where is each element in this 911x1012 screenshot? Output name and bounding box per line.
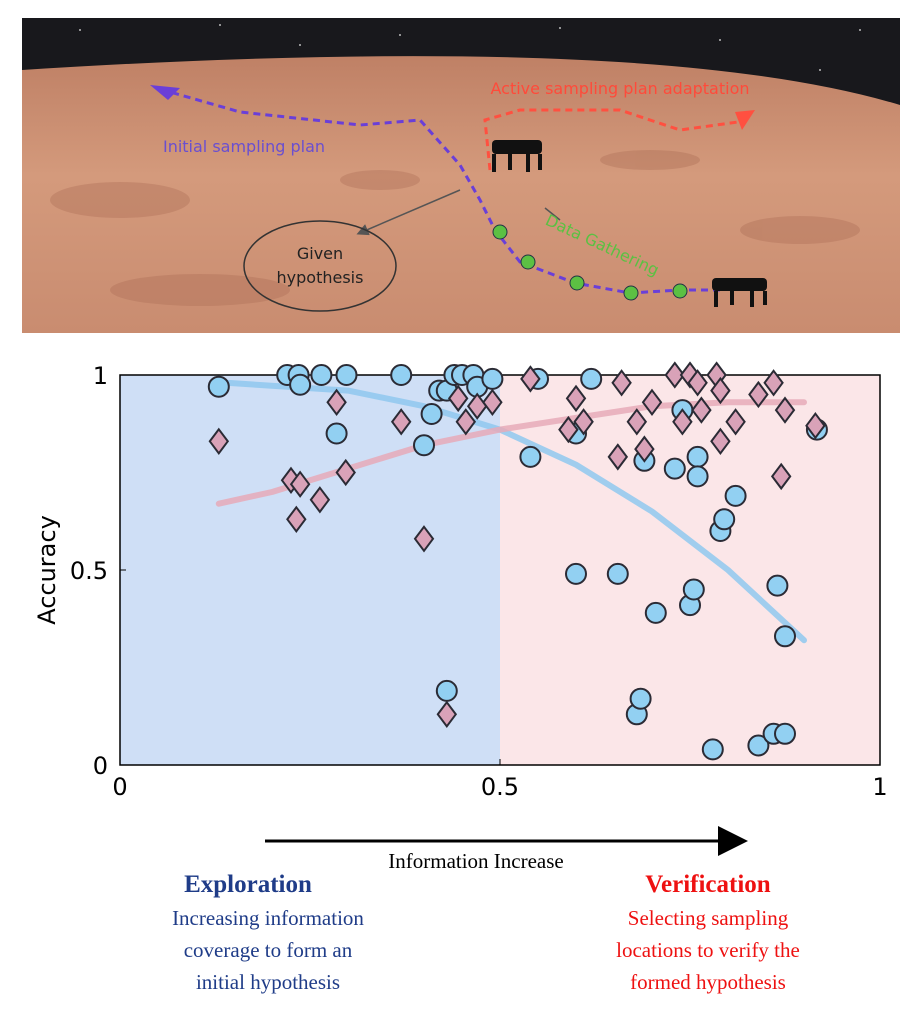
diamond-point [725, 408, 746, 436]
verification-text: Selecting sampling [628, 906, 789, 930]
craters [50, 150, 860, 306]
diamond-point [710, 376, 731, 405]
diamond-point [573, 408, 594, 436]
diamond-point [455, 408, 477, 436]
diamond-point [326, 388, 347, 416]
circle-point [774, 625, 796, 648]
circle-point [207, 375, 230, 398]
illustration-label: Given [297, 244, 343, 263]
diamond-point [482, 388, 503, 416]
circle-point [289, 373, 312, 396]
hypothesis-ellipse [243, 220, 397, 312]
sky [22, 18, 900, 105]
verification-title: Verification [645, 871, 771, 898]
circle-point [774, 722, 796, 745]
pointer [544, 207, 561, 221]
diamond-point [447, 384, 469, 413]
x-tick-label: 0.5 [481, 773, 519, 801]
diamond-point [691, 396, 712, 424]
circle-point [724, 484, 747, 507]
y-tick-label: 0 [93, 752, 108, 780]
y-tick-label: 1 [93, 362, 108, 390]
diamond-point [611, 369, 632, 397]
diamond-point [565, 384, 587, 413]
stars [79, 24, 861, 71]
illustration-label: Initial sampling plan [163, 137, 325, 156]
chart: 0 0.5 1 0 0.5 1 Accuracy [33, 361, 888, 801]
x-tick-label: 1 [872, 773, 887, 801]
circle-point [766, 574, 789, 597]
diamond-point [208, 427, 230, 455]
circle-point [413, 434, 435, 457]
y-tick-label: 0.5 [70, 557, 108, 585]
diamond-point [763, 369, 784, 397]
circle-point [686, 465, 709, 488]
exploration-text: initial hypothesis [196, 970, 340, 994]
y-axis-label: Accuracy [33, 515, 61, 625]
circle-point [565, 562, 587, 585]
diamond-point [710, 427, 731, 455]
exploration-text: Increasing information [172, 906, 364, 930]
diamond-point [607, 443, 629, 471]
pointer [356, 189, 461, 236]
robot [712, 278, 767, 307]
initial-path [169, 90, 720, 295]
diamond-point [413, 525, 435, 553]
sample-points [492, 224, 688, 301]
circle-point [747, 734, 770, 757]
diamond-point [634, 435, 655, 463]
illustration: Active sampling plan adaptation Initial … [22, 18, 900, 333]
illustration-label: Active sampling plan adaptation [490, 79, 749, 98]
diamond-point [774, 396, 796, 424]
adaptation-path [483, 108, 739, 171]
trend-line [223, 379, 807, 644]
diamond-point [672, 408, 693, 436]
circle-point [629, 687, 652, 710]
circle-point [644, 601, 667, 624]
circle-point [435, 679, 458, 702]
circle-point [701, 738, 724, 761]
diamond-point [436, 700, 458, 728]
x-tick-label: 0 [112, 773, 127, 801]
exploration-title: Exploration [184, 871, 312, 898]
exploration-text: coverage to form an [184, 938, 353, 962]
circle-point [390, 364, 413, 386]
diamond-point [664, 361, 686, 389]
circle-point [713, 508, 736, 531]
initial-arrow [150, 85, 180, 100]
diamond-point [558, 415, 579, 444]
adaptation-arrow [735, 110, 755, 130]
diamond-point [309, 486, 331, 514]
diamond-point [687, 369, 708, 397]
illustration-label: hypothesis [277, 268, 364, 287]
diamond-point [335, 458, 356, 487]
arrow-label: Information Increase [388, 849, 564, 873]
circle-point [580, 367, 603, 390]
circle-point [682, 578, 705, 601]
circle-point [519, 445, 542, 468]
robot [492, 140, 542, 172]
diamond-point [390, 408, 412, 436]
diamond-point [289, 470, 311, 498]
diamond-point [286, 505, 307, 533]
circle-point [686, 445, 709, 468]
circle-point [663, 457, 686, 480]
circle-point [606, 562, 629, 585]
diamond-point [520, 365, 541, 393]
diamond-point [626, 408, 648, 436]
circle-point [325, 422, 348, 445]
diamond-point [748, 380, 769, 409]
verification-text: locations to verify the [616, 938, 800, 962]
diamond-point [770, 462, 792, 491]
diamond-point [805, 412, 826, 440]
verification-text: formed hypothesis [630, 970, 786, 994]
circle-point [335, 364, 358, 386]
circle-point [481, 367, 504, 390]
circle-point [310, 364, 333, 386]
diamond-point [641, 388, 663, 416]
circle-point [420, 403, 443, 425]
